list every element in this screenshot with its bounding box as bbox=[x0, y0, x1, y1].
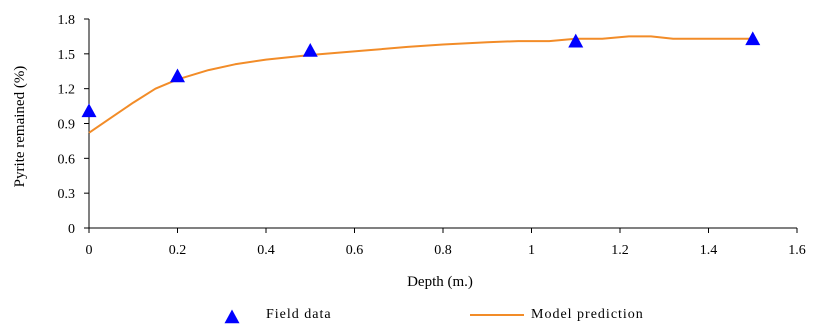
legend-marker-field-data bbox=[225, 309, 240, 323]
x-tick-label: 0.8 bbox=[434, 243, 452, 258]
y-tick-label: 1.5 bbox=[58, 48, 76, 63]
field-data-point bbox=[82, 103, 97, 117]
y-tick-label: 0.9 bbox=[58, 118, 76, 133]
y-tick-label: 1.2 bbox=[58, 83, 76, 98]
field-data-point bbox=[568, 34, 583, 48]
model-prediction-line bbox=[89, 36, 753, 132]
y-tick-label: 0 bbox=[68, 222, 75, 237]
y-tick-label: 0.6 bbox=[58, 152, 76, 167]
series-layer bbox=[82, 31, 761, 132]
field-data-point bbox=[170, 68, 185, 82]
field-data-point bbox=[303, 43, 318, 57]
x-axis-ticks: 0 0.2 0.4 0.6 0.8 1 1.2 1.4 1.6 bbox=[86, 228, 806, 258]
y-axis-ticks: 0 0.3 0.6 0.9 1.2 1.5 1.8 bbox=[58, 13, 90, 237]
x-axis-title: Depth (m.) bbox=[407, 274, 473, 290]
x-tick-label: 1.2 bbox=[611, 243, 629, 258]
x-tick-label: 0.2 bbox=[169, 243, 187, 258]
y-tick-label: 1.8 bbox=[58, 13, 76, 28]
legend-label-field-data: Field data bbox=[266, 307, 332, 322]
legend-label-model-prediction: Model prediction bbox=[531, 307, 644, 322]
x-tick-label: 1.4 bbox=[700, 243, 718, 258]
x-tick-label: 0.4 bbox=[257, 243, 275, 258]
x-tick-label: 1.6 bbox=[788, 243, 806, 258]
x-tick-label: 0 bbox=[86, 243, 93, 258]
y-axis-title: Pyrite remained (%) bbox=[12, 66, 28, 188]
x-tick-label: 0.6 bbox=[346, 243, 364, 258]
x-tick-label: 1 bbox=[528, 243, 535, 258]
y-tick-label: 0.3 bbox=[58, 187, 76, 202]
legend: Field data Model prediction bbox=[225, 307, 644, 323]
